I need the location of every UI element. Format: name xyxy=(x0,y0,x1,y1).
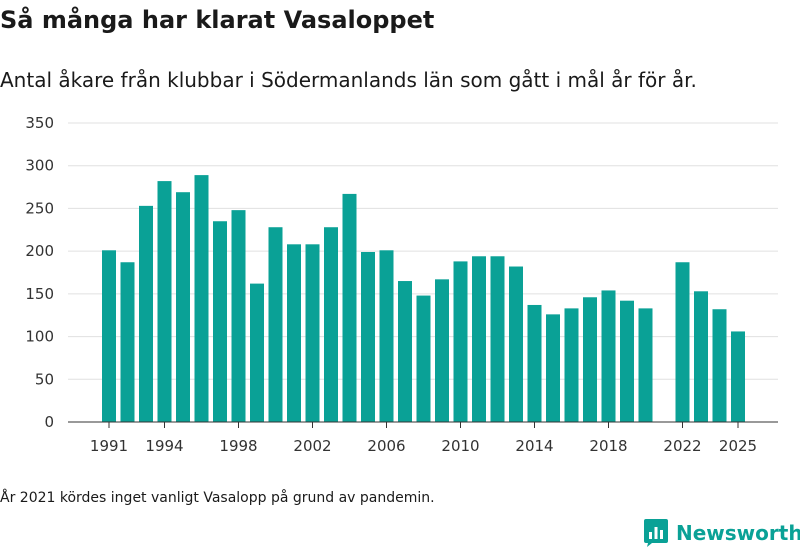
bar-1999 xyxy=(250,283,264,422)
bar-1994 xyxy=(157,181,172,422)
brand-name: Newsworthy xyxy=(676,521,800,545)
bar-1997 xyxy=(213,221,227,422)
bar-2007 xyxy=(398,281,412,422)
bar-2000 xyxy=(268,227,283,422)
x-tick-label: 1991 xyxy=(90,437,128,455)
x-tick-label: 2022 xyxy=(663,437,701,455)
bar-2016 xyxy=(564,308,579,422)
x-tick-label: 2018 xyxy=(589,437,627,455)
bar-2012 xyxy=(490,256,505,422)
bar-2022 xyxy=(675,262,690,422)
x-tick-label: 1998 xyxy=(219,437,257,455)
bar-2004 xyxy=(342,193,357,422)
bar-2006 xyxy=(379,250,394,422)
bar-2020 xyxy=(638,308,653,422)
newsworthy-logo-icon xyxy=(644,519,668,547)
bar-2013 xyxy=(509,266,523,422)
chart-title: Så många har klarat Vasaloppet xyxy=(0,6,435,34)
bar-2011 xyxy=(472,256,486,422)
x-tick-label: 2025 xyxy=(719,437,757,455)
bar-1992 xyxy=(120,262,135,422)
y-tick-label: 150 xyxy=(25,285,54,303)
bar-2015 xyxy=(546,314,560,422)
bar-2019 xyxy=(620,300,634,422)
bar-2009 xyxy=(435,279,449,422)
brand: Newsworthy xyxy=(644,518,800,548)
bar-2001 xyxy=(287,244,301,422)
bar-2008 xyxy=(416,295,431,422)
y-tick-label: 50 xyxy=(35,370,54,388)
y-tick-label: 300 xyxy=(25,157,54,175)
bar-2017 xyxy=(583,297,597,422)
y-tick-label: 100 xyxy=(25,328,54,346)
axes: 0 50 100 150 200 250 300 350 1991 1994 1998 2002 200… xyxy=(25,114,778,455)
bars xyxy=(102,175,745,422)
x-tick-label: 2010 xyxy=(441,437,479,455)
bar-2025 xyxy=(731,331,745,422)
bar-2024 xyxy=(712,309,727,422)
bar-1995 xyxy=(176,192,190,422)
bar-2023 xyxy=(694,291,708,422)
y-tick-label: 200 xyxy=(25,242,54,260)
bar-1998 xyxy=(231,210,246,422)
bar-2018 xyxy=(601,290,616,422)
bar-2003 xyxy=(324,227,338,422)
bar-1991 xyxy=(102,250,116,422)
x-tick-label: 2006 xyxy=(367,437,405,455)
bar-chart: 0 50 100 150 200 250 300 350 1991 1994 1998 2002 200… xyxy=(25,114,778,455)
bar-2010 xyxy=(453,261,468,422)
y-tick-label: 250 xyxy=(25,199,54,217)
bar-2014 xyxy=(527,304,542,422)
y-tick-label: 350 xyxy=(25,114,54,132)
x-tick-label: 2014 xyxy=(515,437,553,455)
bar-2005 xyxy=(361,251,375,422)
chart-subtitle: Antal åkare från klubbar i Södermanlands… xyxy=(0,68,697,92)
y-tick-label: 0 xyxy=(44,413,54,431)
x-tick-label: 1994 xyxy=(145,437,183,455)
footnote: År 2021 kördes inget vanligt Vasalopp på… xyxy=(0,490,435,506)
x-tick-label: 2002 xyxy=(293,437,331,455)
bar-1996 xyxy=(194,175,209,422)
bar-2002 xyxy=(305,244,320,422)
bar-1993 xyxy=(139,205,153,422)
